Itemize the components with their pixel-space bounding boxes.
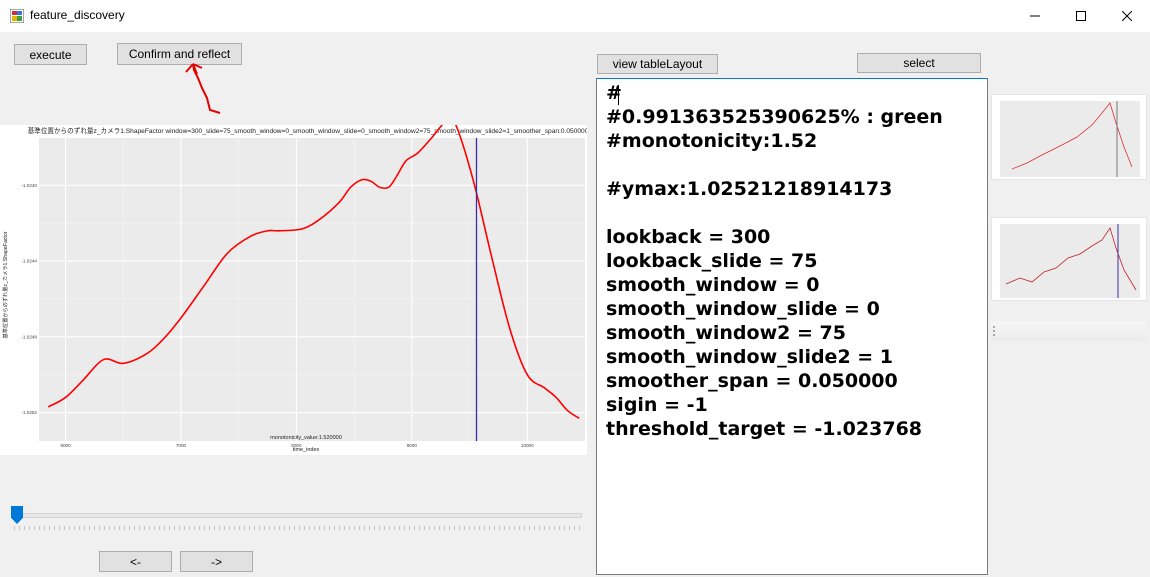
editor-line: #ymax:1.02521218914173 (606, 178, 893, 200)
editor-line: smooth_window_slide = 0 (606, 298, 880, 320)
parameter-text-editor[interactable]: # #0.991363525390625% : green #monotonicit… (596, 78, 988, 575)
editor-line: lookback = 300 (606, 226, 771, 248)
x-tick-labels: 9000 7000 8000 9000 10000 (60, 443, 534, 448)
slider-ticks (14, 526, 580, 530)
slider-thumb[interactable] (11, 506, 23, 524)
grid (39, 138, 585, 441)
thumbnail-2[interactable] (991, 217, 1147, 301)
close-icon (1122, 11, 1132, 21)
x-tick-label: 9000 (60, 443, 71, 448)
app-icon (10, 9, 24, 23)
window-title: feature_discovery (30, 8, 125, 22)
x-tick-label: 9000 (407, 443, 418, 448)
confirm-and-reflect-button[interactable]: Confirm and reflect (117, 43, 242, 65)
editor-line: #0.991363525390625% : green (606, 106, 943, 128)
thumbnail-2-image (1000, 224, 1140, 298)
editor-line: smoother_span = 0.050000 (606, 370, 898, 392)
prev-button[interactable]: <- (99, 551, 172, 572)
text-cursor (618, 85, 619, 105)
series-line (47, 116, 580, 419)
line-chart: 基準位置からのずれ量z_カメラ1.ShapeFactor window=300_… (1, 116, 589, 453)
y-tick-label: -1.0248 (21, 334, 37, 339)
slider-track[interactable] (14, 513, 582, 518)
red-arrow-annotation (185, 63, 221, 114)
next-button[interactable]: -> (180, 551, 253, 572)
editor-content[interactable]: # #0.991363525390625% : green #monotonicit… (606, 81, 943, 441)
chart-title: 基準位置からのずれ量z_カメラ1.ShapeFactor window=300_… (28, 126, 587, 135)
editor-line (606, 153, 943, 177)
thumbnail-1-image (1000, 101, 1140, 177)
editor-line: lookback_slide = 75 (606, 250, 818, 272)
x-tick-label: 10000 (521, 443, 534, 448)
maximize-icon (1076, 11, 1086, 21)
plot-background (39, 138, 585, 441)
more-dots-icon (993, 326, 995, 336)
editor-line: smooth_window_slide2 = 1 (606, 346, 894, 368)
editor-line: smooth_window = 0 (606, 274, 820, 296)
title-bar: feature_discovery (0, 0, 1150, 32)
minimize-button[interactable] (1012, 0, 1058, 32)
editor-line: # (606, 82, 622, 104)
y-tick-labels: -1.0240 -1.0244 -1.0248 -1.0252 (21, 183, 37, 415)
execute-button[interactable]: execute (14, 44, 87, 65)
editor-line: #monotonicity:1.52 (606, 130, 818, 152)
x-axis-label: time_index (293, 447, 320, 453)
y-axis-label: 基準位置からのずれ量z_カメラ1.ShapeFactor (1, 231, 9, 338)
close-button[interactable] (1104, 0, 1150, 32)
editor-line: sigin = -1 (606, 394, 708, 416)
thumbnail-3[interactable] (991, 321, 1147, 341)
monotonicity-annotation: monotonicity_value:1.520000 (270, 435, 342, 441)
editor-line: threshold_target = -1.023768 (606, 418, 923, 440)
x-tick-label: 8000 (291, 443, 302, 448)
select-button[interactable]: select (857, 53, 981, 73)
x-tick-label: 7000 (176, 443, 187, 448)
editor-line (606, 201, 943, 225)
thumbnail-1[interactable] (991, 94, 1147, 180)
y-tick-label: -1.0252 (21, 410, 37, 415)
y-tick-label: -1.0244 (21, 259, 37, 264)
y-tick-label: -1.0240 (21, 183, 37, 188)
maximize-button[interactable] (1058, 0, 1104, 32)
editor-line: smooth_window2 = 75 (606, 322, 846, 344)
minimize-icon (1030, 15, 1040, 17)
plot-panel: 基準位置からのずれ量z_カメラ1.ShapeFactor window=300_… (0, 116, 589, 455)
view-table-layout-button[interactable]: view tableLayout (597, 54, 718, 74)
